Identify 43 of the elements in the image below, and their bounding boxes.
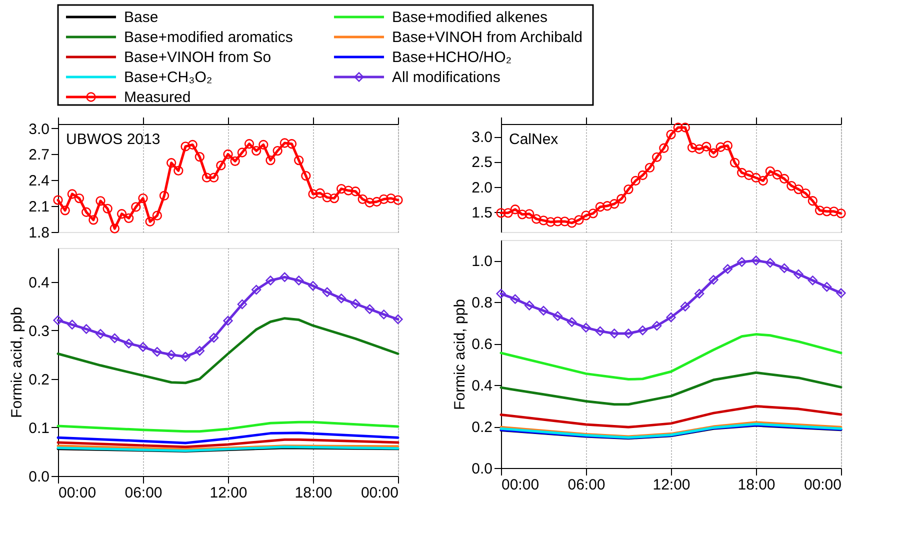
y-tick-label: 1.8 — [28, 224, 50, 242]
legend-label: All modifications — [392, 69, 500, 86]
y-tick-label: 2.5 — [472, 154, 492, 172]
y-tick-label: 0.0 — [28, 468, 50, 486]
x-tick-label: 12:00 — [210, 484, 248, 502]
y-tick-label: 0.2 — [472, 419, 492, 436]
y-tick-label: 0.8 — [472, 294, 492, 312]
y-tick-label: 2.0 — [472, 179, 492, 196]
y-axis-title: Formic acid, ppb — [8, 307, 26, 418]
x-tick-label: 06:00 — [124, 484, 162, 502]
y-tick-label: 0.1 — [28, 420, 50, 437]
y-tick-label: 0.2 — [28, 371, 50, 388]
y-axis-title: Formic acid, ppb — [452, 299, 469, 410]
legend-label: Base — [124, 9, 158, 26]
y-tick-label: 1.5 — [472, 204, 492, 222]
x-tick-label: 12:00 — [652, 476, 690, 494]
y-tick-label: 1.0 — [472, 253, 492, 270]
y-tick-label: 3.0 — [472, 129, 492, 146]
legend-label: Base+HCHO/HO₂ — [392, 49, 512, 66]
legend-label: Base+modified aromatics — [124, 29, 293, 46]
legend-label: Measured — [124, 89, 191, 106]
chart-title: CalNex — [509, 131, 559, 148]
y-tick-label: 0.4 — [472, 378, 492, 395]
x-tick-label: 06:00 — [568, 476, 606, 494]
legend-label: Base+CH₃O₂ — [124, 69, 212, 86]
y-tick-label: 0.4 — [28, 274, 50, 292]
y-tick-label: 2.1 — [28, 198, 50, 216]
y-tick-label: 0.0 — [472, 460, 492, 478]
y-tick-label: 3.0 — [28, 120, 50, 138]
y-tick-label: 0.6 — [472, 336, 492, 354]
x-tick-label: 00:00 — [804, 476, 842, 494]
legend-label: Base+modified alkenes — [392, 9, 548, 26]
x-tick-label: 00:00 — [360, 484, 398, 502]
y-tick-label: 2.7 — [28, 146, 50, 164]
text: UBWOS 2013 — [66, 131, 160, 148]
x-tick-label: 18:00 — [738, 476, 776, 494]
y-tick-label: 0.3 — [28, 322, 50, 340]
x-tick-label: 00:00 — [58, 484, 96, 502]
legend-label: Base+VINOH from So — [124, 49, 272, 66]
x-tick-label: 18:00 — [294, 484, 332, 502]
legend-label: Base+VINOH from Archibald — [392, 29, 582, 46]
y-tick-label: 2.4 — [28, 172, 50, 190]
x-tick-label: 00:00 — [502, 476, 540, 494]
